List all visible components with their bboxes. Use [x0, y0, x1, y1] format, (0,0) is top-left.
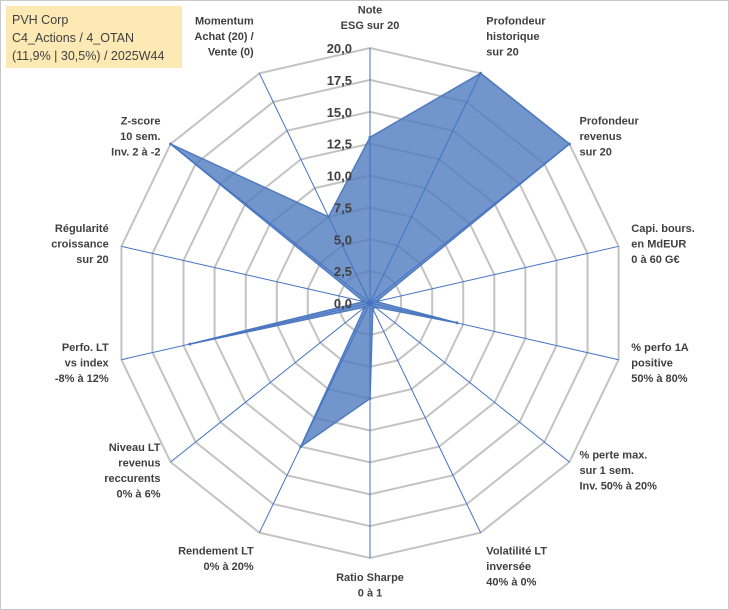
axis-label: Régularité croissance sur 20 [51, 223, 108, 266]
axis-spoke [369, 143, 570, 304]
data-point [374, 300, 378, 304]
axis-label-line: croissance [51, 238, 108, 250]
axis-label-line: Capi. bours. [631, 223, 695, 235]
axis-label-line: 0 à 60 G€ [631, 254, 679, 266]
data-point [169, 142, 173, 146]
axis-label-line: Z-score [121, 115, 161, 127]
axis-spoke [369, 245, 619, 304]
axis-spoke [369, 73, 482, 304]
axis-label-line: sur 20 [76, 254, 108, 266]
axis-label: Capi. bours. en MdEUR 0 à 60 G€ [631, 223, 695, 266]
axis-label: Rendement LT 0% à 20% [178, 546, 254, 574]
axis-label-line: 0% à 6% [116, 488, 160, 500]
axis-spoke [121, 302, 371, 361]
axis-spoke [121, 245, 371, 304]
axis-label: Profondeur revenus sur 20 [580, 115, 640, 158]
axis-label-line: ESG sur 20 [341, 20, 400, 32]
info-box: PVH Corp C4_Actions / 4_OTAN (11,9% | 30… [6, 6, 182, 68]
data-point [371, 307, 375, 311]
axis-label-line: Perfo. LT [62, 342, 109, 354]
axis-label-line: Niveau LT [109, 442, 161, 454]
data-point [455, 321, 459, 325]
portfolio-category: C4_Actions / 4_OTAN [12, 31, 135, 45]
tick-label: 2,5 [334, 264, 352, 279]
company-name: PVH Corp [12, 13, 69, 27]
axis-label-line: Profondeur [486, 16, 546, 28]
tick-label: 10,0 [327, 169, 352, 184]
axis-label-line: inversée [486, 561, 531, 573]
axis-label: % perte max. sur 1 sem. Inv. 50% à 20% [580, 450, 658, 493]
axis-label: Momentum Achat (20) / Vente (0) [194, 16, 254, 59]
data-point [373, 305, 377, 309]
axis-label-line: reccurents [104, 473, 160, 485]
tick-label: 15,0 [327, 105, 352, 120]
axis-spoke [170, 143, 371, 304]
data-point [363, 305, 367, 309]
axis-label-line: % perte max. [580, 450, 648, 462]
axis-label-line: positive [631, 358, 673, 370]
axis-label-line: sur 1 sem. [580, 465, 634, 477]
axis-label-line: historique [486, 31, 539, 43]
data-point [327, 215, 330, 219]
axis-label-line: Profondeur [580, 115, 640, 127]
axis-label: Note ESG sur 20 [341, 5, 400, 33]
axis-label-line: Régularité [55, 223, 109, 235]
axis-label-line: Rendement LT [178, 546, 254, 558]
axis-label: Perfo. LT vs index -8% à 12% [55, 342, 110, 385]
tick-label: 20,0 [327, 41, 352, 56]
axis-label-line: vs index [65, 358, 110, 370]
axis-label: Profondeur historique sur 20 [486, 16, 546, 59]
tick-label: 12,5 [327, 137, 352, 152]
data-point [188, 342, 192, 346]
axis-spoke [369, 302, 482, 533]
axis-spoke [258, 73, 371, 304]
data-point [368, 397, 372, 401]
axis-label-line: 0% à 20% [204, 561, 254, 573]
axis-label-line: Inv. 2 à -2 [111, 146, 160, 158]
axis-label-line: sur 20 [580, 146, 612, 158]
axis-label-line: 50% à 80% [631, 373, 687, 385]
axis-label-line: -8% à 12% [55, 373, 109, 385]
axis-spoke [258, 302, 371, 533]
data-point [479, 71, 483, 75]
axis-label-line: Ratio Sharpe [336, 572, 404, 584]
axis-label: % perfo 1A positive 50% à 80% [631, 342, 689, 385]
axis-spoke [369, 302, 619, 361]
axis-label-line: % perfo 1A [631, 342, 689, 354]
axis-label-line: Inv. 50% à 20% [580, 481, 658, 493]
axis-label: Z-score 10 sem. Inv. 2 à -2 [111, 115, 160, 158]
data-point [362, 300, 366, 304]
axis-label-line: revenus [118, 457, 160, 469]
axis-label-line: 40% à 0% [486, 577, 536, 589]
tick-label: 7,5 [334, 200, 352, 215]
tick-label: 5,0 [334, 232, 352, 247]
performance-period: (11,9% | 30,5%) / 2025W44 [12, 49, 165, 63]
tick-label: 0,0 [334, 296, 352, 311]
axis-label-line: revenus [580, 131, 622, 143]
axis-label-line: sur 20 [486, 47, 518, 59]
axis-label-line: Momentum [195, 16, 254, 28]
data-point [567, 142, 571, 146]
data-point [299, 445, 303, 449]
axis-label-line: Volatilité LT [486, 546, 547, 558]
axis-label-line: Achat (20) / [194, 31, 253, 43]
axis-label: Niveau LT revenus reccurents 0% à 6% [104, 442, 161, 501]
axis-label-line: Note [358, 5, 382, 17]
axis-label-line: 10 sem. [120, 131, 160, 143]
axis-label-line: en MdEUR [631, 238, 686, 250]
tick-label: 17,5 [327, 73, 352, 88]
data-point [368, 135, 372, 139]
axis-label: Volatilité LT inversée 40% à 0% [486, 546, 547, 589]
axis-label: Ratio Sharpe 0 à 1 [336, 572, 404, 600]
axis-label-line: Vente (0) [208, 47, 254, 59]
axis-spoke [170, 302, 371, 463]
axis-spoke [369, 302, 570, 463]
axis-label-line: 0 à 1 [358, 588, 382, 600]
